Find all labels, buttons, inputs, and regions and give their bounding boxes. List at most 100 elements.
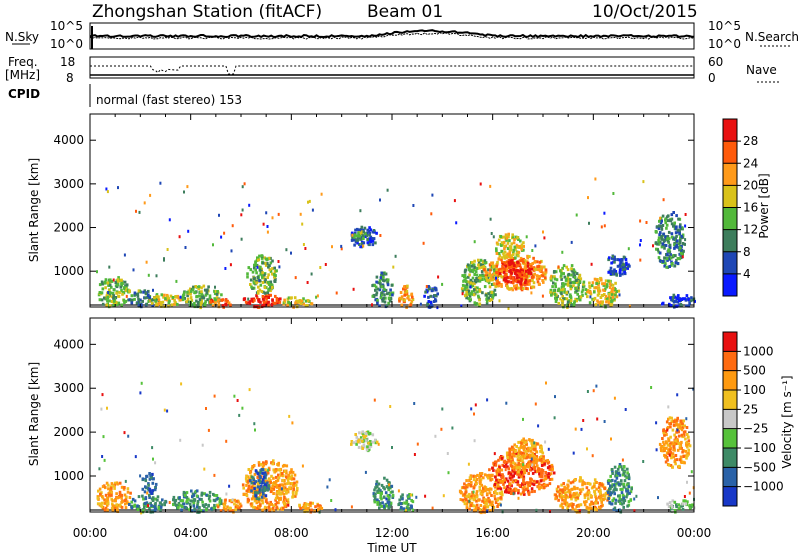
range-cell: [596, 501, 599, 505]
range-cell: [117, 276, 120, 280]
range-cell: [519, 282, 522, 286]
range-cell: [110, 506, 114, 510]
range-cell: [379, 282, 382, 286]
range-cell: [573, 280, 576, 284]
range-cell: [627, 473, 630, 477]
range-cell: [189, 499, 192, 503]
range-cell: [108, 304, 112, 308]
range-cell: [623, 499, 627, 503]
range-cell: [555, 489, 559, 493]
range-cell: [578, 280, 582, 283]
range-cell: [487, 298, 490, 302]
range-cell: [503, 250, 507, 254]
range-cell: [660, 219, 663, 223]
range-cell: [372, 237, 376, 241]
range-cell: [522, 456, 526, 460]
range-cell: [619, 465, 623, 469]
range-cell: [517, 491, 520, 495]
range-cell: [264, 494, 268, 498]
range-cell: [435, 294, 438, 298]
range-cell: [565, 291, 568, 295]
range-cell: [167, 304, 170, 308]
range-cell: [100, 298, 104, 302]
colorbar-tick-label: 500: [743, 364, 766, 378]
range-cell: [202, 296, 206, 300]
range-cell: [471, 268, 474, 272]
range-cell: [531, 249, 534, 252]
range-cell: [287, 475, 290, 479]
range-cell: [497, 480, 500, 484]
range-cell: [461, 292, 464, 296]
range-cell: [249, 283, 252, 286]
range-cell: [676, 230, 680, 234]
range-cell: [278, 300, 282, 304]
range-cell: [655, 247, 658, 251]
range-cell: [163, 293, 166, 297]
range-cell: [256, 491, 260, 495]
range-cell: [200, 290, 203, 294]
range-cell: [213, 289, 216, 293]
range-cell: [627, 485, 631, 489]
range-cell: [525, 481, 529, 485]
range-cell: [485, 502, 488, 505]
range-cell: [522, 287, 525, 290]
range-cell: [615, 290, 618, 293]
range-cell: [136, 508, 140, 511]
range-cell: [658, 242, 661, 246]
range-cell: [274, 502, 277, 506]
range-cell: [676, 228, 680, 232]
range-cell: [138, 506, 141, 510]
range-cell: [614, 501, 617, 505]
range-cell: [508, 263, 511, 266]
range-cell: [538, 269, 542, 273]
range-cell: [517, 461, 520, 465]
range-cell: [581, 487, 585, 491]
range-cell: [266, 471, 270, 475]
range-cell: [506, 241, 510, 245]
range-cell: [275, 506, 278, 510]
range-cell: [664, 235, 667, 239]
range-cell: [385, 304, 389, 308]
range-cell: [410, 493, 413, 497]
range-cell: [489, 487, 493, 491]
range-cell: [684, 502, 687, 506]
range-cell: [172, 495, 176, 499]
range-cell: [506, 266, 509, 270]
range-cell: [514, 479, 518, 482]
range-cell: [544, 483, 547, 487]
range-cell: [503, 478, 506, 482]
range-cell: [403, 293, 406, 297]
range-cell: [315, 295, 318, 299]
range-cell: [197, 303, 200, 307]
range-cell: [153, 488, 157, 492]
range-cell: [516, 264, 520, 268]
range-cell: [569, 299, 573, 303]
range-cell: [473, 265, 476, 269]
range-cell: [471, 504, 475, 508]
range-cell: [473, 301, 477, 305]
range-cell: [468, 294, 472, 298]
range-cell: [507, 467, 510, 471]
range-cell: [429, 294, 432, 298]
range-cell: [524, 267, 528, 271]
range-cell: [324, 263, 327, 266]
range-cell: [493, 282, 496, 286]
range-cell: [496, 505, 499, 508]
range-cell: [508, 447, 511, 451]
range-cell: [673, 460, 677, 464]
range-cell: [112, 296, 115, 300]
range-cell: [563, 500, 566, 504]
range-cell: [666, 443, 670, 447]
range-cell: [495, 249, 498, 253]
range-cell: [572, 503, 575, 506]
range-cell: [518, 473, 522, 477]
range-cell: [124, 299, 128, 303]
range-cell: [544, 268, 548, 272]
colorbar-tick-label: 20: [743, 178, 758, 192]
range-cell: [278, 265, 281, 269]
range-cell: [405, 289, 409, 293]
range-cell: [687, 442, 691, 446]
range-cell: [678, 297, 681, 300]
range-cell: [475, 490, 479, 494]
range-cell: [267, 303, 270, 307]
